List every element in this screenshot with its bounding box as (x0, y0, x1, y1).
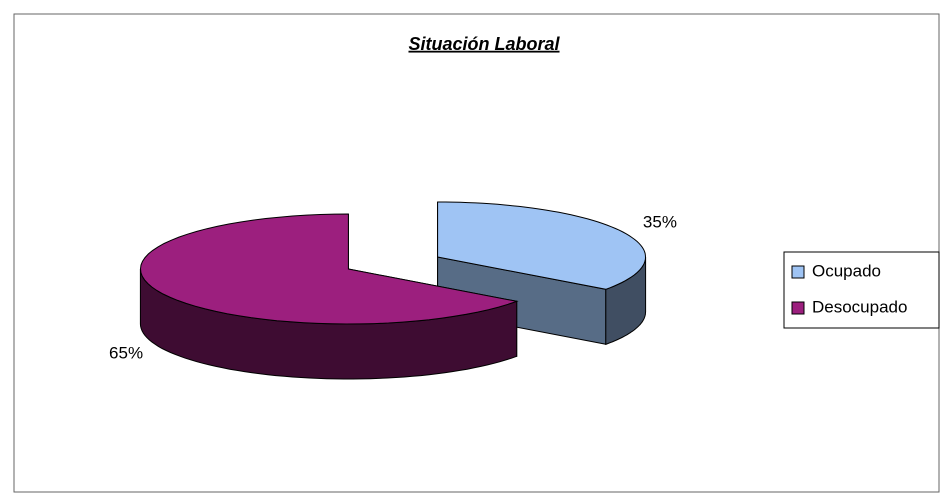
legend-label: Desocupado (812, 297, 907, 316)
legend-box (783, 251, 940, 329)
legend-swatch (791, 265, 805, 279)
slice-top (139, 213, 519, 325)
slice-top (437, 201, 647, 290)
legend-swatch (791, 301, 805, 315)
data-label: 65% (109, 343, 143, 362)
legend-label: Ocupado (812, 261, 881, 280)
chart-title: Situación Laboral (408, 34, 560, 54)
data-label: 35% (643, 213, 677, 232)
